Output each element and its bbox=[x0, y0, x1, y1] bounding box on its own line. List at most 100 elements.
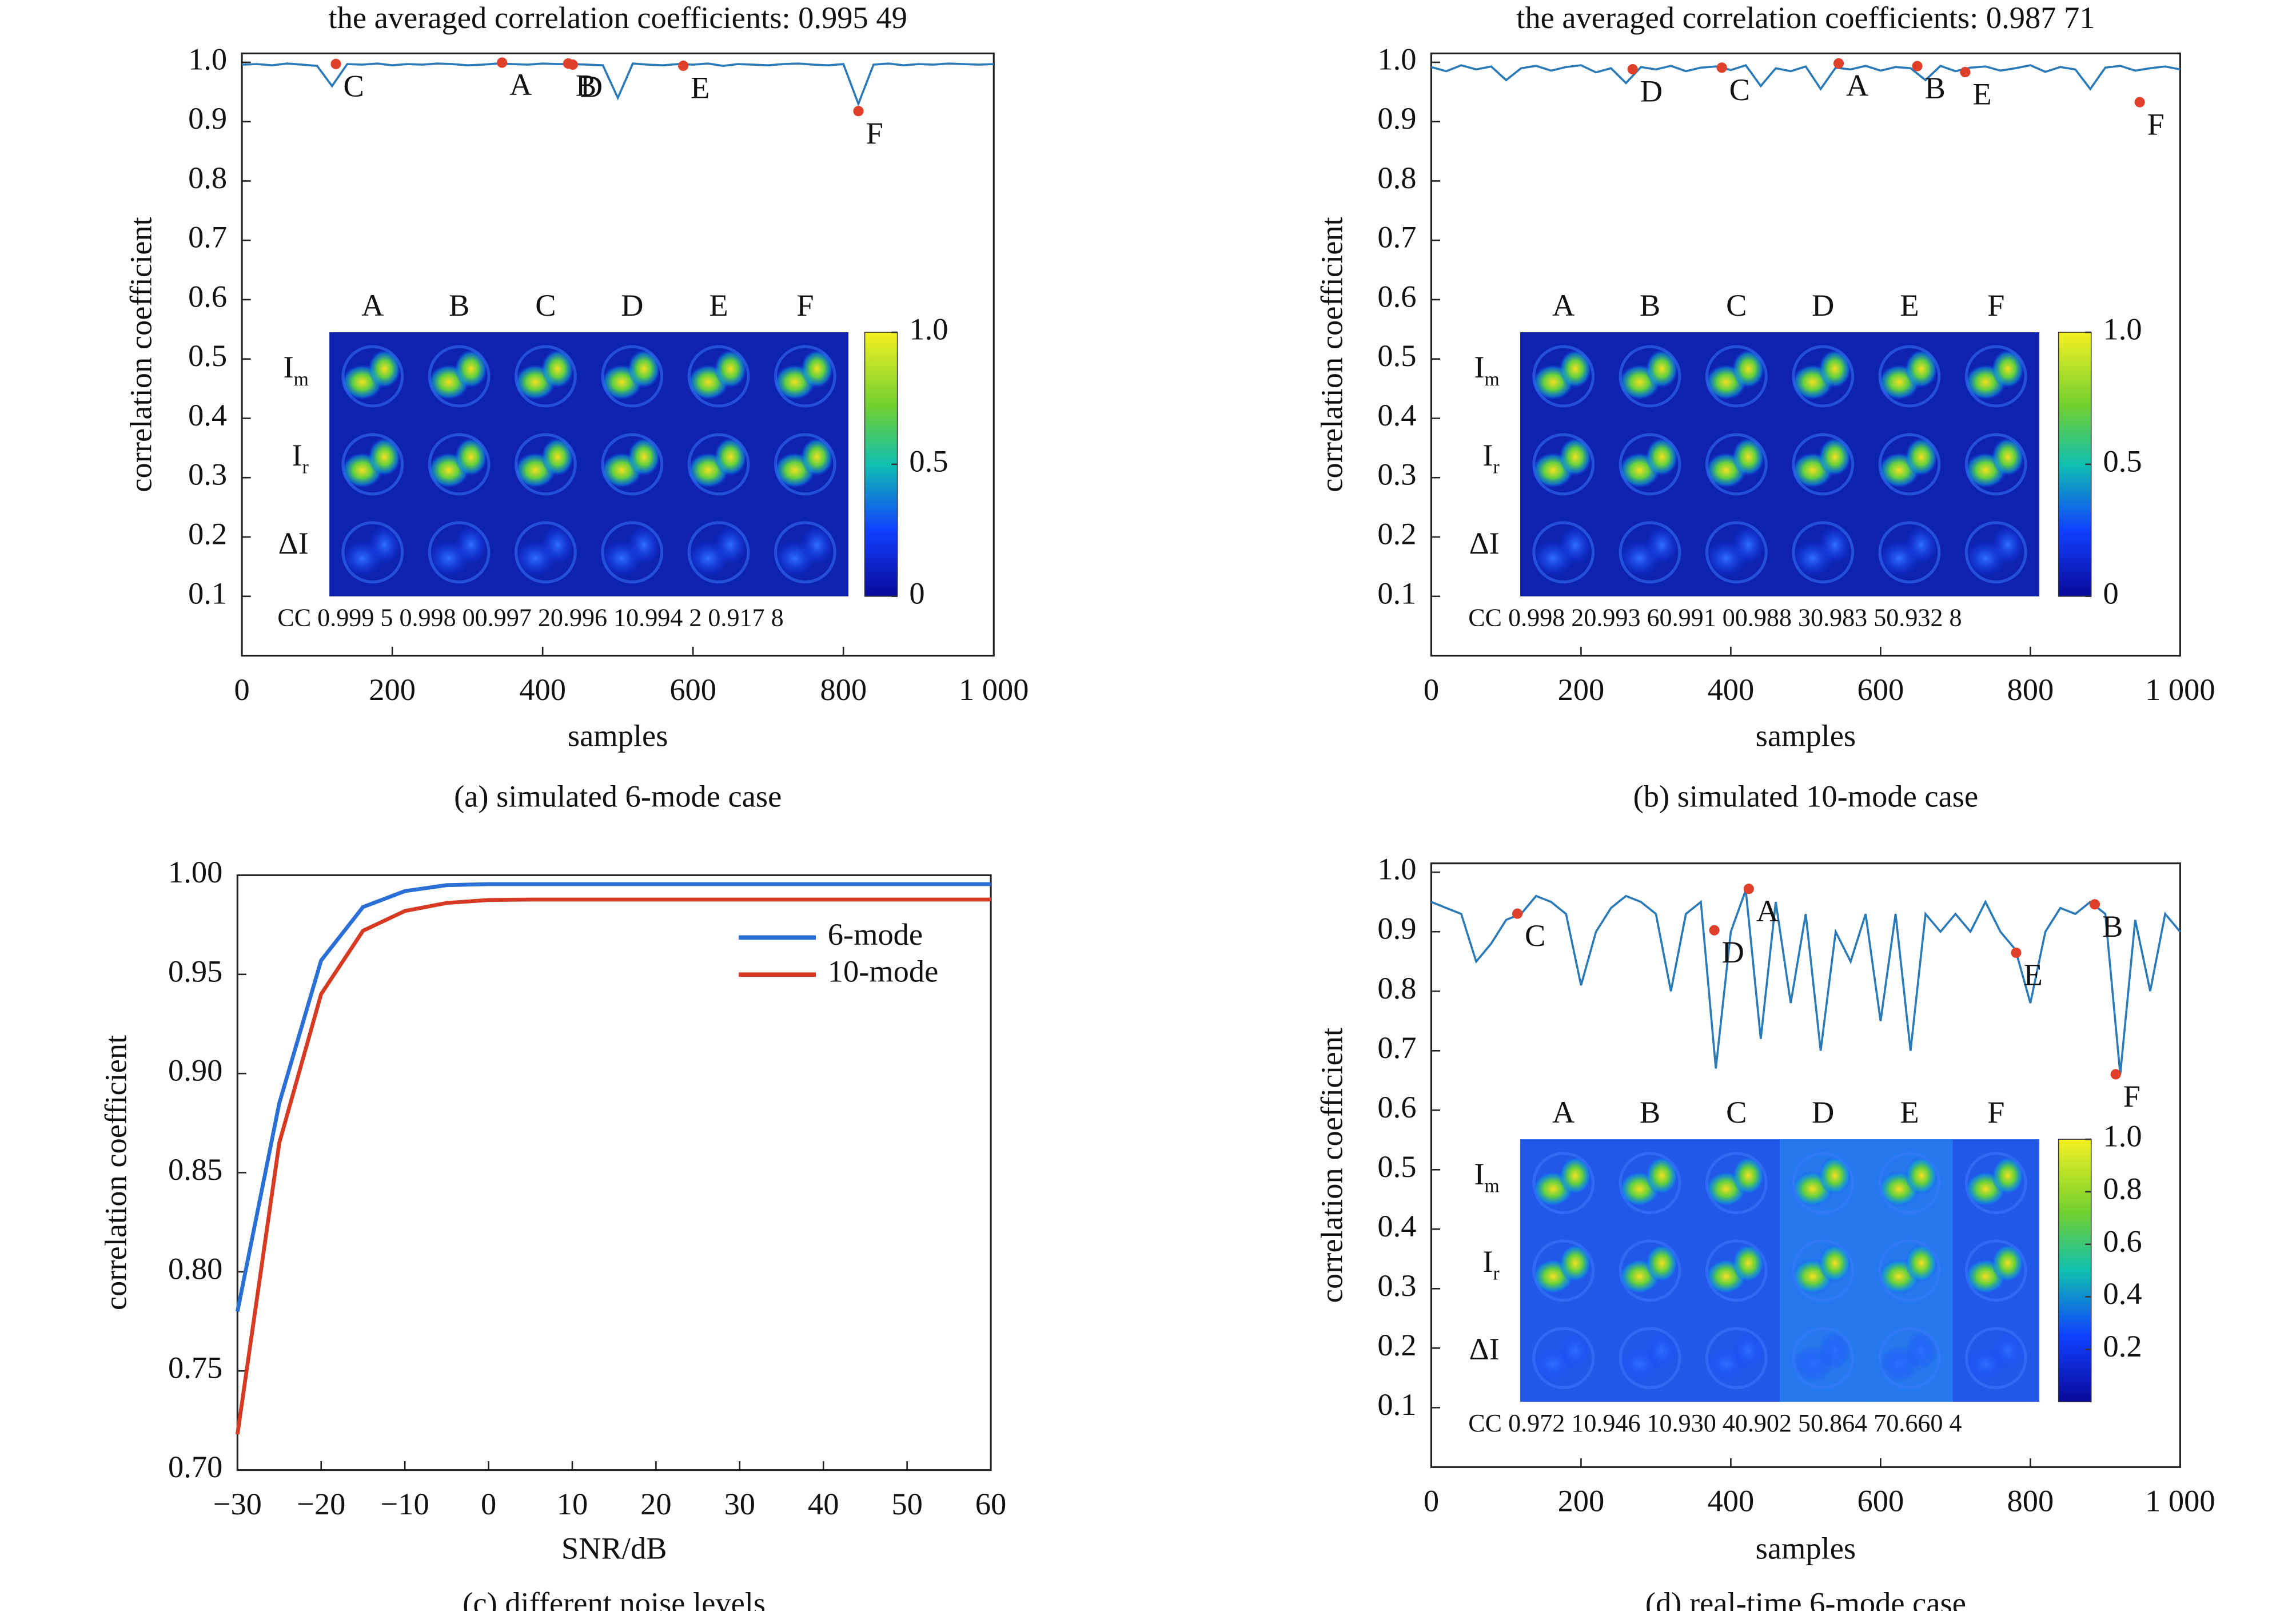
x-tick-label: 400 bbox=[1708, 1483, 1755, 1518]
mode-ring bbox=[774, 433, 836, 496]
mode-pattern bbox=[368, 349, 401, 388]
mode-pattern bbox=[1732, 437, 1765, 476]
x-tick-label: 800 bbox=[820, 672, 867, 707]
mode-pattern bbox=[627, 437, 661, 476]
x-tick-label: 200 bbox=[1558, 1483, 1605, 1518]
marker-point bbox=[1709, 925, 1720, 936]
column-label: C bbox=[535, 288, 556, 323]
y-axis-label: correlation coefficient bbox=[1314, 1028, 1349, 1303]
mode-ring bbox=[1964, 1152, 2027, 1215]
point-label: F bbox=[2123, 1079, 2140, 1113]
cc-values: CC 0.999 5 0.998 00.997 20.996 10.994 2 … bbox=[277, 603, 783, 631]
y-tick-label: 0.5 bbox=[188, 338, 227, 373]
mode-pattern bbox=[1905, 1331, 1938, 1370]
plot-frame bbox=[1430, 52, 2181, 657]
marker-point bbox=[2089, 899, 2100, 910]
marker-point bbox=[1627, 64, 1638, 75]
mode-pattern bbox=[1905, 1244, 1938, 1283]
mode-ring bbox=[1792, 433, 1855, 496]
mode-pattern bbox=[1645, 349, 1679, 388]
mode-ring bbox=[1619, 433, 1681, 496]
mode-ring bbox=[1964, 433, 2027, 496]
x-tick-label: 800 bbox=[2007, 672, 2054, 707]
column-label: F bbox=[1987, 288, 2004, 323]
mode-ring bbox=[1964, 345, 2027, 408]
y-tick-label: 0.3 bbox=[1377, 457, 1416, 492]
y-axis-label: correlation coefficient bbox=[1314, 217, 1349, 492]
mode-ring bbox=[1792, 1152, 1855, 1215]
caption: (a) simulated 6-mode case bbox=[454, 779, 782, 814]
marker-point bbox=[567, 59, 578, 70]
mode-ring bbox=[687, 521, 750, 584]
point-label: C bbox=[1729, 72, 1750, 107]
y-tick-label: 0.90 bbox=[168, 1053, 222, 1088]
mode-ring bbox=[1878, 1239, 1941, 1302]
y-tick-label: 0.1 bbox=[1377, 1387, 1416, 1422]
mode-pattern bbox=[1991, 1331, 2024, 1370]
row-label: Im bbox=[1474, 1156, 1499, 1196]
mode-ring bbox=[774, 521, 836, 584]
mode-ring bbox=[1705, 345, 1768, 408]
column-label: A bbox=[1552, 1095, 1574, 1129]
colorbar-tick-label: 0.2 bbox=[2103, 1328, 2142, 1363]
x-tick-label: 600 bbox=[1857, 1483, 1904, 1518]
y-tick-label: 0.3 bbox=[188, 457, 227, 492]
colorbar-tick-label: 0 bbox=[2103, 575, 2118, 610]
data-line bbox=[1430, 889, 2181, 1075]
mode-ring bbox=[1705, 1152, 1768, 1215]
mode-ring bbox=[1878, 521, 1941, 584]
marker-point bbox=[330, 58, 341, 69]
mode-ring bbox=[514, 433, 577, 496]
x-tick-label: 10 bbox=[557, 1486, 588, 1521]
row-label-sub: r bbox=[1493, 456, 1500, 478]
colorbar-tick-label: 0.4 bbox=[2103, 1276, 2142, 1311]
mode-pattern bbox=[627, 526, 661, 564]
mode-ring bbox=[774, 345, 836, 408]
mode-pattern bbox=[800, 349, 834, 388]
point-label: E bbox=[2023, 957, 2042, 992]
mode-ring bbox=[687, 433, 750, 496]
mode-pattern bbox=[714, 349, 747, 388]
x-tick-label: 200 bbox=[369, 672, 416, 707]
y-tick-label: 0.4 bbox=[1377, 397, 1416, 432]
mode-ring bbox=[1532, 1327, 1595, 1390]
mode-pattern bbox=[1818, 1244, 1851, 1283]
mode-ring bbox=[601, 521, 664, 584]
chart-title: the averaged correlation coefficients: 0… bbox=[329, 0, 907, 35]
row-label: Im bbox=[1474, 349, 1499, 389]
mode-pattern bbox=[1991, 1156, 2024, 1195]
x-tick-label: 600 bbox=[669, 672, 716, 707]
point-label: E bbox=[1972, 77, 1991, 112]
point-label: A bbox=[1846, 67, 1868, 102]
mode-pattern bbox=[800, 526, 834, 564]
mode-pattern bbox=[714, 526, 747, 564]
mode-ring bbox=[341, 345, 404, 408]
y-tick-label: 0.2 bbox=[1377, 516, 1416, 551]
y-tick-label: 0.7 bbox=[1377, 1030, 1416, 1065]
row-label-sub: m bbox=[294, 369, 309, 390]
row-label-sub: r bbox=[302, 456, 309, 478]
mode-ring bbox=[428, 521, 491, 584]
y-axis-label: correlation coefficient bbox=[123, 217, 158, 492]
mode-ring bbox=[1878, 345, 1941, 408]
mode-ring bbox=[1878, 1327, 1941, 1390]
x-tick-label: 50 bbox=[891, 1486, 922, 1521]
column-label: C bbox=[1726, 1095, 1747, 1129]
row-label: ΔI bbox=[278, 526, 309, 560]
mode-pattern bbox=[1645, 1244, 1679, 1283]
colorbar-tick-label: 1.0 bbox=[2103, 1119, 2142, 1153]
row-label-sub: r bbox=[1493, 1263, 1500, 1284]
mode-pattern bbox=[714, 437, 747, 476]
row-label: ΔI bbox=[1469, 526, 1500, 560]
mode-pattern bbox=[1558, 349, 1592, 388]
mode-ring bbox=[514, 345, 577, 408]
colorbar-tick-label: 0 bbox=[909, 575, 924, 610]
mode-ring bbox=[1792, 1239, 1855, 1302]
point-label: B bbox=[576, 68, 596, 103]
y-tick-label: 0.5 bbox=[1377, 338, 1416, 373]
mode-pattern bbox=[800, 437, 834, 476]
mode-pattern bbox=[1905, 1156, 1938, 1195]
mode-ring bbox=[1792, 1327, 1855, 1390]
